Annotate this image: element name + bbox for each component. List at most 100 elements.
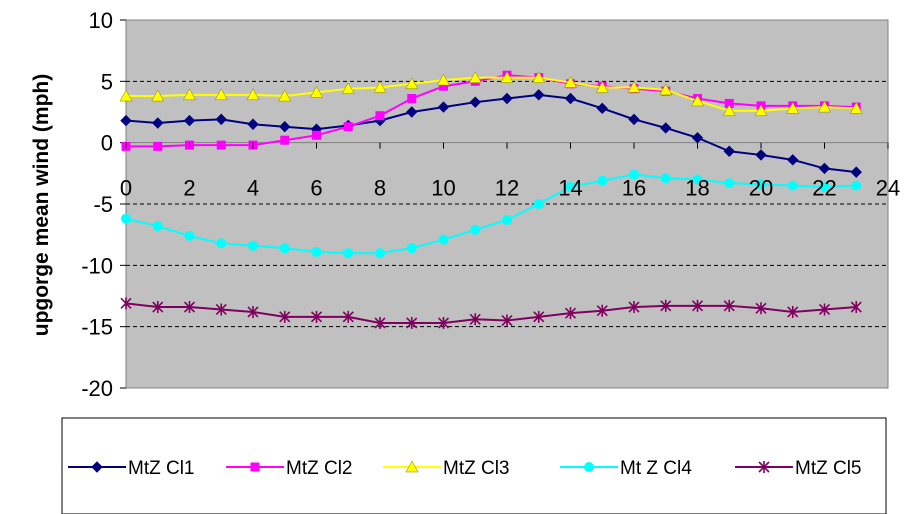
series-line [126,76,857,112]
data-point [310,85,323,98]
data-point [246,88,260,101]
data-point [756,179,766,190]
data-point [437,316,450,329]
data-point [279,310,291,323]
data-point [437,101,450,113]
data-point [849,101,863,114]
y-axis-ticks: 10 5 0 -5 -10 -15 -20 [81,8,126,401]
data-point [278,89,292,102]
data-point [91,461,103,473]
legend-entry: MtZ Cl1 [68,458,195,479]
data-point [501,314,513,327]
data-point [312,130,321,140]
data-point [818,100,831,113]
data-point [152,117,164,129]
series-4 [121,169,862,259]
data-point [214,88,228,101]
data-point [215,303,227,316]
data-point [533,310,545,323]
data-point [755,149,767,161]
x-tick-label: 10 [431,176,455,201]
data-point [373,80,387,93]
data-point [407,94,417,104]
series-5 [120,297,862,329]
data-point [660,173,671,184]
data-point [406,243,417,254]
x-tick-label: 18 [685,176,709,201]
legend-label: MtZ Cl1 [128,458,195,479]
data-point [280,135,290,145]
x-tick-label: 22 [812,176,836,201]
legend-entry: MtZ Cl5 [735,458,862,479]
data-point [152,221,163,232]
y-tick-label: -10 [81,253,113,278]
data-point [437,73,450,86]
data-point [374,316,386,329]
data-point [247,118,259,130]
data-point [564,307,577,320]
data-point [628,301,640,314]
data-point [818,162,831,175]
data-point [723,299,735,312]
data-point [596,304,608,317]
data-point [405,77,419,90]
data-point [660,299,672,312]
x-tick-label: 4 [247,176,259,201]
data-point [758,461,770,473]
series-lines [119,70,863,329]
data-point [502,214,512,225]
data-point [787,154,799,166]
data-point [724,98,734,108]
data-point [596,102,608,115]
data-point [119,89,133,102]
data-point [818,303,831,316]
x-tick-label: 16 [622,176,646,201]
data-point [819,181,830,192]
data-point [310,310,323,323]
data-point [659,83,673,96]
data-point [850,301,862,314]
legend-entry: Mt Z Cl4 [560,458,692,479]
data-point [564,76,577,88]
legend-label: Mt Z Cl4 [620,458,692,479]
data-point [405,460,419,473]
x-tick-label: 8 [374,176,386,201]
data-point [691,299,704,312]
data-point [469,313,481,326]
data-point [564,92,577,105]
data-point [375,248,385,259]
data-point [343,122,353,132]
series-line [125,93,857,174]
x-tick-label: 2 [183,176,195,201]
data-point [584,462,594,472]
data-point [692,174,703,185]
y-axis-label: upgorge mean wind (mph) [30,74,53,337]
y-tick-label: 5 [101,69,113,94]
data-point [247,305,259,318]
data-point [183,301,196,314]
data-point [279,121,291,133]
data-point [375,111,385,121]
data-point [342,310,354,323]
x-tick-label: 6 [310,176,322,201]
x-tick-label: 20 [749,176,773,201]
data-point [438,234,449,245]
data-point [406,316,418,329]
x-tick-label: 14 [558,176,582,201]
legend-label: MtZ Cl3 [443,458,510,479]
legend-label: MtZ Cl2 [286,458,353,479]
legend-entry: MtZ Cl3 [383,458,510,479]
data-point [787,305,799,318]
data-point [279,243,290,254]
x-tick-label: 12 [495,176,519,201]
data-point [532,71,546,83]
legend-label: MtZ Cl5 [795,458,862,479]
data-point [533,89,545,101]
y-tick-label: -20 [81,376,113,401]
data-point [470,224,481,235]
data-point [787,180,798,191]
y-tick-label: 0 [101,131,113,156]
data-point [786,101,800,114]
data-point [468,71,482,83]
y-tick-label: -5 [93,192,113,217]
